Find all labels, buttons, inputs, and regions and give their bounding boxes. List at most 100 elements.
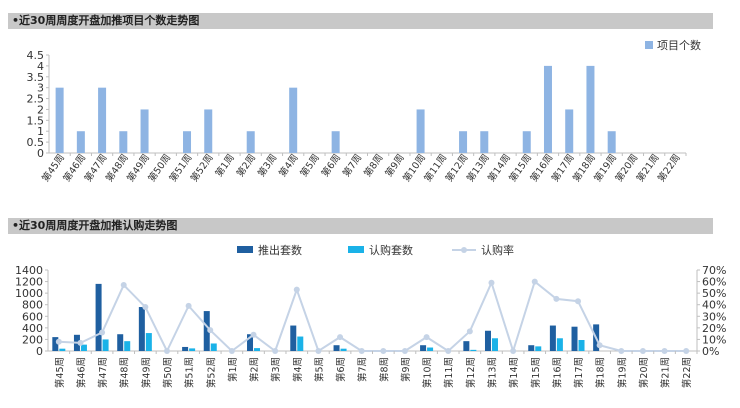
point-subscription-rate (445, 348, 452, 354)
bar-project-count (480, 131, 489, 153)
bar-subscribed-units (145, 333, 152, 351)
x-tick-label: 第3周 (270, 357, 282, 382)
x-tick-label: 第46周 (75, 357, 87, 388)
bar-subscribed-units (254, 348, 261, 351)
point-subscription-rate (358, 348, 365, 354)
legend-swatch-projects (645, 41, 653, 49)
bar-subscribed-units (59, 348, 66, 351)
point-subscription-rate (337, 334, 344, 341)
bar-project-count (246, 131, 255, 153)
bar-launched-units (463, 341, 470, 351)
bar-launched-units (571, 326, 578, 351)
x-tick-label: 第19周 (616, 357, 628, 388)
x-tick-label: 第21周 (660, 357, 672, 388)
point-subscription-rate (639, 348, 646, 354)
bar-subscribed-units (80, 344, 87, 351)
y-tick-label: 2.5 (27, 93, 45, 106)
bar-launched-units (117, 334, 124, 351)
legend-label-subscribed: 认购套数 (369, 243, 413, 257)
bar-project-count (140, 109, 149, 153)
bar-launched-units (138, 307, 145, 351)
x-tick-label: 第50周 (162, 357, 174, 388)
x-tick-label: 第6周 (335, 357, 347, 382)
bar-subscribed-units (535, 346, 542, 351)
bar-subscribed-units (297, 336, 304, 351)
point-subscription-rate (596, 342, 603, 349)
y-tick-label: 0 (36, 345, 43, 358)
bar-launched-units (484, 330, 491, 351)
x-tick-label: 第11周 (443, 357, 455, 388)
x-tick-label: 第52周 (188, 152, 216, 184)
y-tick-label: 1200 (15, 276, 43, 289)
point-subscription-rate (77, 339, 84, 346)
y2-tick-label: 40% (702, 299, 726, 312)
bar-project-count (76, 131, 85, 153)
x-tick-label: 第2周 (249, 357, 261, 382)
x-tick-label: 第9周 (400, 357, 412, 382)
point-subscription-rate (315, 348, 322, 354)
x-tick-label: 第5周 (298, 152, 322, 179)
bar-project-count (119, 131, 128, 153)
legend-label-rate: 认购率 (481, 243, 514, 257)
y-tick-label: 0 (37, 147, 44, 160)
bar-project-count (55, 87, 64, 153)
y-tick-label: 4.5 (27, 49, 45, 62)
bar-project-count (98, 87, 107, 153)
x-tick-label: 第1周 (213, 152, 237, 179)
bar-project-count (204, 109, 213, 153)
x-tick-label: 第7周 (340, 152, 364, 179)
section-title-projects: •近30周周度开盘加推项目个数走势图 (12, 14, 200, 27)
x-tick-label: 第5周 (313, 357, 325, 382)
point-subscription-rate (466, 328, 473, 335)
y-tick-label: 0.5 (27, 136, 45, 149)
x-tick-label: 第8周 (378, 357, 390, 382)
y-tick-label: 4 (37, 60, 44, 73)
y-tick-label: 1 (37, 125, 44, 138)
legend-label-projects: 项目个数 (657, 39, 701, 52)
point-subscription-rate (553, 295, 560, 302)
x-tick-label: 第48周 (119, 357, 131, 388)
point-subscription-rate (163, 348, 170, 354)
x-tick-label: 第15周 (530, 357, 542, 388)
x-tick-label: 第8周 (361, 152, 385, 179)
legend-label-launched: 推出套数 (258, 243, 302, 257)
project-count-chart: 00.511.522.533.544.5第45周第46周第47周第48周第49周… (27, 39, 702, 184)
bar-launched-units (333, 345, 340, 351)
bar-project-count (331, 131, 340, 153)
y-tick-label: 200 (22, 333, 43, 346)
point-subscription-rate (228, 348, 235, 354)
y2-tick-label: 60% (702, 276, 726, 289)
bar-project-count (183, 131, 192, 153)
line-subscription-rate (58, 279, 687, 355)
x-tick-label: 第18周 (595, 357, 607, 388)
y2-tick-label: 50% (702, 287, 726, 300)
y-tick-label: 1000 (15, 287, 43, 300)
point-subscription-rate (380, 348, 387, 354)
bar-project-count (289, 87, 298, 153)
section-header-subscriptions: •近30周周度开盘加推认购走势图 (8, 218, 713, 234)
y-tick-label: 600 (22, 310, 43, 323)
x-tick-label: 第49周 (140, 357, 152, 388)
legend-swatch-subscribed (348, 246, 364, 253)
bar-project-count (522, 131, 531, 153)
x-tick-label: 第7周 (357, 357, 369, 382)
y-tick-label: 3 (37, 82, 44, 95)
point-subscription-rate (423, 334, 430, 341)
x-tick-label: 第22周 (681, 357, 693, 388)
x-tick-label: 第52周 (205, 357, 217, 388)
point-subscription-rate (207, 327, 214, 334)
y2-tick-label: 10% (702, 333, 726, 346)
bar-project-count (416, 109, 425, 153)
bar-launched-units (52, 337, 59, 351)
x-tick-label: 第12周 (465, 357, 477, 388)
x-tick-label: 第4周 (292, 357, 304, 382)
point-subscription-rate (510, 348, 517, 354)
bar-project-count (565, 109, 574, 153)
x-tick-label: 第47周 (97, 357, 109, 388)
bar-subscribed-units (124, 341, 131, 351)
point-subscription-rate (55, 338, 62, 345)
point-subscription-rate (401, 348, 408, 354)
point-subscription-rate (488, 279, 495, 286)
x-tick-label: 第10周 (422, 357, 434, 388)
point-subscription-rate (250, 331, 257, 338)
